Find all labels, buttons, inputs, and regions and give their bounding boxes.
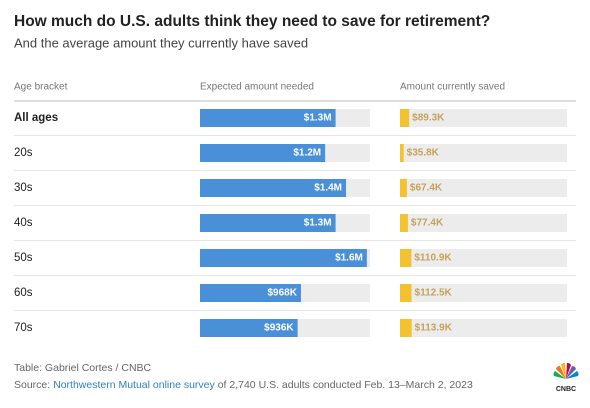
- value-label: $1.6M: [335, 253, 363, 264]
- column-header: Age bracket: [14, 82, 68, 93]
- value-label: $1.3M: [304, 218, 332, 229]
- bar: [200, 179, 347, 197]
- value-label: $1.4M: [314, 183, 342, 194]
- bar: [400, 284, 412, 302]
- bar: [400, 179, 407, 197]
- bar-track: [400, 249, 567, 267]
- bar: [200, 284, 301, 302]
- bar: [200, 109, 336, 127]
- value-label: $1.2M: [293, 148, 321, 159]
- value-label: $89.3K: [412, 113, 445, 124]
- row-label: 20s: [14, 147, 33, 159]
- value-label: $1.3M: [304, 113, 332, 124]
- bar: [200, 249, 367, 267]
- row-label: 30s: [14, 182, 33, 194]
- bar: [400, 249, 412, 267]
- source-link[interactable]: Northwestern Mutual online survey: [53, 379, 215, 391]
- bar-track: [400, 144, 567, 162]
- source-rest: of 2,740 U.S. adults conducted Feb. 13–M…: [215, 379, 473, 391]
- value-label: $113.9K: [415, 323, 453, 334]
- value-label: $35.8K: [407, 148, 440, 159]
- value-label: $112.5K: [415, 288, 453, 299]
- source: Source: Northwestern Mutual online surve…: [14, 379, 473, 391]
- source-prefix: Source:: [14, 379, 53, 391]
- bar: [400, 319, 412, 337]
- logo: CNBC: [553, 362, 579, 393]
- row-label: 70s: [14, 322, 33, 334]
- bar-track: [400, 319, 567, 337]
- value-label: $936K: [264, 323, 294, 334]
- value-label: $77.4K: [411, 218, 444, 229]
- bar: [400, 109, 410, 127]
- bar: [200, 144, 326, 162]
- bar: [200, 214, 336, 232]
- bar: [400, 214, 408, 232]
- value-label: $67.4K: [410, 183, 443, 194]
- row-label: 60s: [14, 287, 33, 299]
- row-label: All ages: [14, 112, 58, 124]
- bar-track: [400, 284, 567, 302]
- row-label: 40s: [14, 217, 33, 229]
- chart-subtitle: And the average amount they currently ha…: [14, 35, 308, 50]
- chart-title: How much do U.S. adults think they need …: [14, 13, 490, 30]
- column-header: Expected amount needed: [200, 82, 314, 93]
- bar: [400, 144, 404, 162]
- bar: [200, 319, 298, 337]
- credit: Table: Gabriel Cortes / CNBC: [14, 362, 152, 374]
- column-header: Amount currently saved: [400, 82, 505, 93]
- value-label: $110.9K: [414, 253, 452, 264]
- logo-text: CNBC: [556, 386, 576, 393]
- bar-track: [400, 109, 567, 127]
- bar-track: [400, 179, 567, 197]
- bar-track: [400, 214, 567, 232]
- row-label: 50s: [14, 252, 33, 264]
- value-label: $968K: [267, 288, 297, 299]
